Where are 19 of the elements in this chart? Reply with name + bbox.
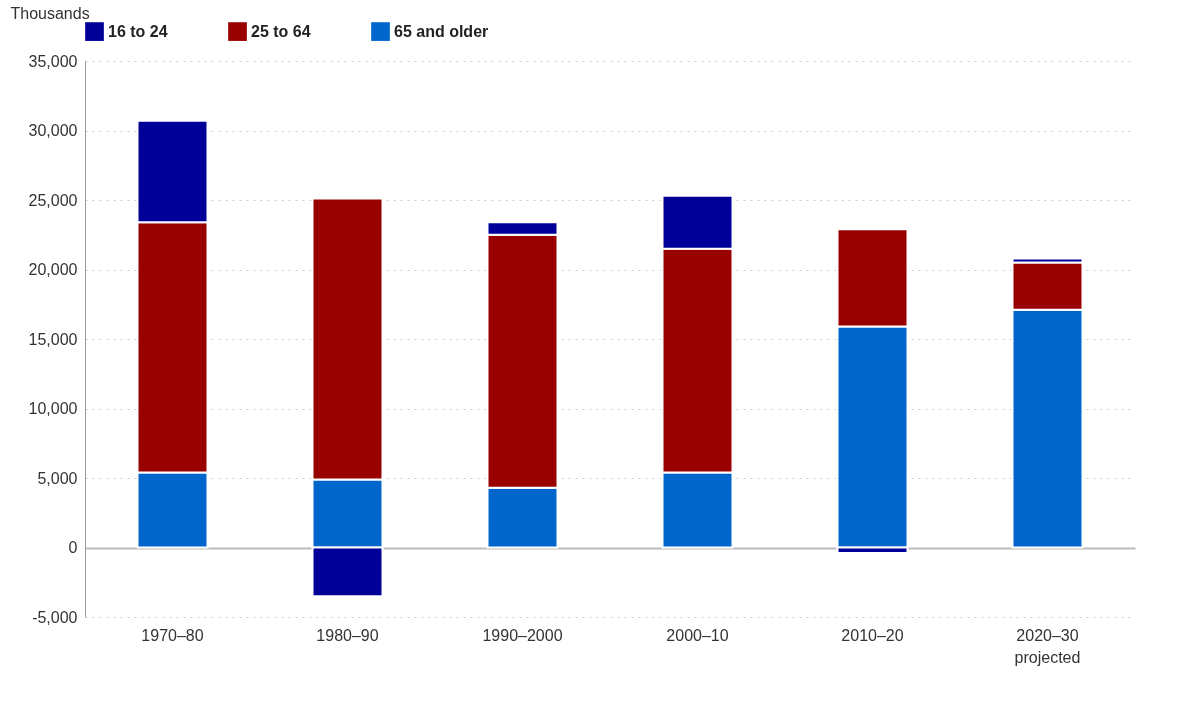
legend-label: 65 and older: [394, 22, 489, 40]
x-tick-label: 2010–20: [841, 626, 904, 644]
y-tick-label: 0: [68, 539, 78, 556]
y-tick-label: 10,000: [28, 400, 78, 417]
x-tick-label: 2020–30 projected: [1014, 626, 1081, 666]
x-tick-label: 1970–80: [141, 626, 204, 644]
y-tick-label: -5,000: [32, 608, 78, 626]
y-tick-label: 30,000: [28, 122, 78, 139]
y-axis-title: Thousands: [10, 4, 90, 22]
x-tick-label: 2000–10: [666, 626, 729, 644]
y-tick-label: 15,000: [28, 330, 78, 348]
legend-label: 16 to 24: [108, 22, 168, 40]
y-tick-label: 35,000: [28, 52, 78, 70]
legend-label: 25 to 64: [251, 22, 311, 40]
x-tick-label: 1990–2000: [482, 626, 563, 644]
y-tick-label: 25,000: [28, 191, 78, 209]
y-tick-label: 20,000: [28, 261, 78, 278]
x-tick-label: 1980–90: [316, 626, 379, 644]
y-tick-label: 5,000: [37, 469, 78, 487]
